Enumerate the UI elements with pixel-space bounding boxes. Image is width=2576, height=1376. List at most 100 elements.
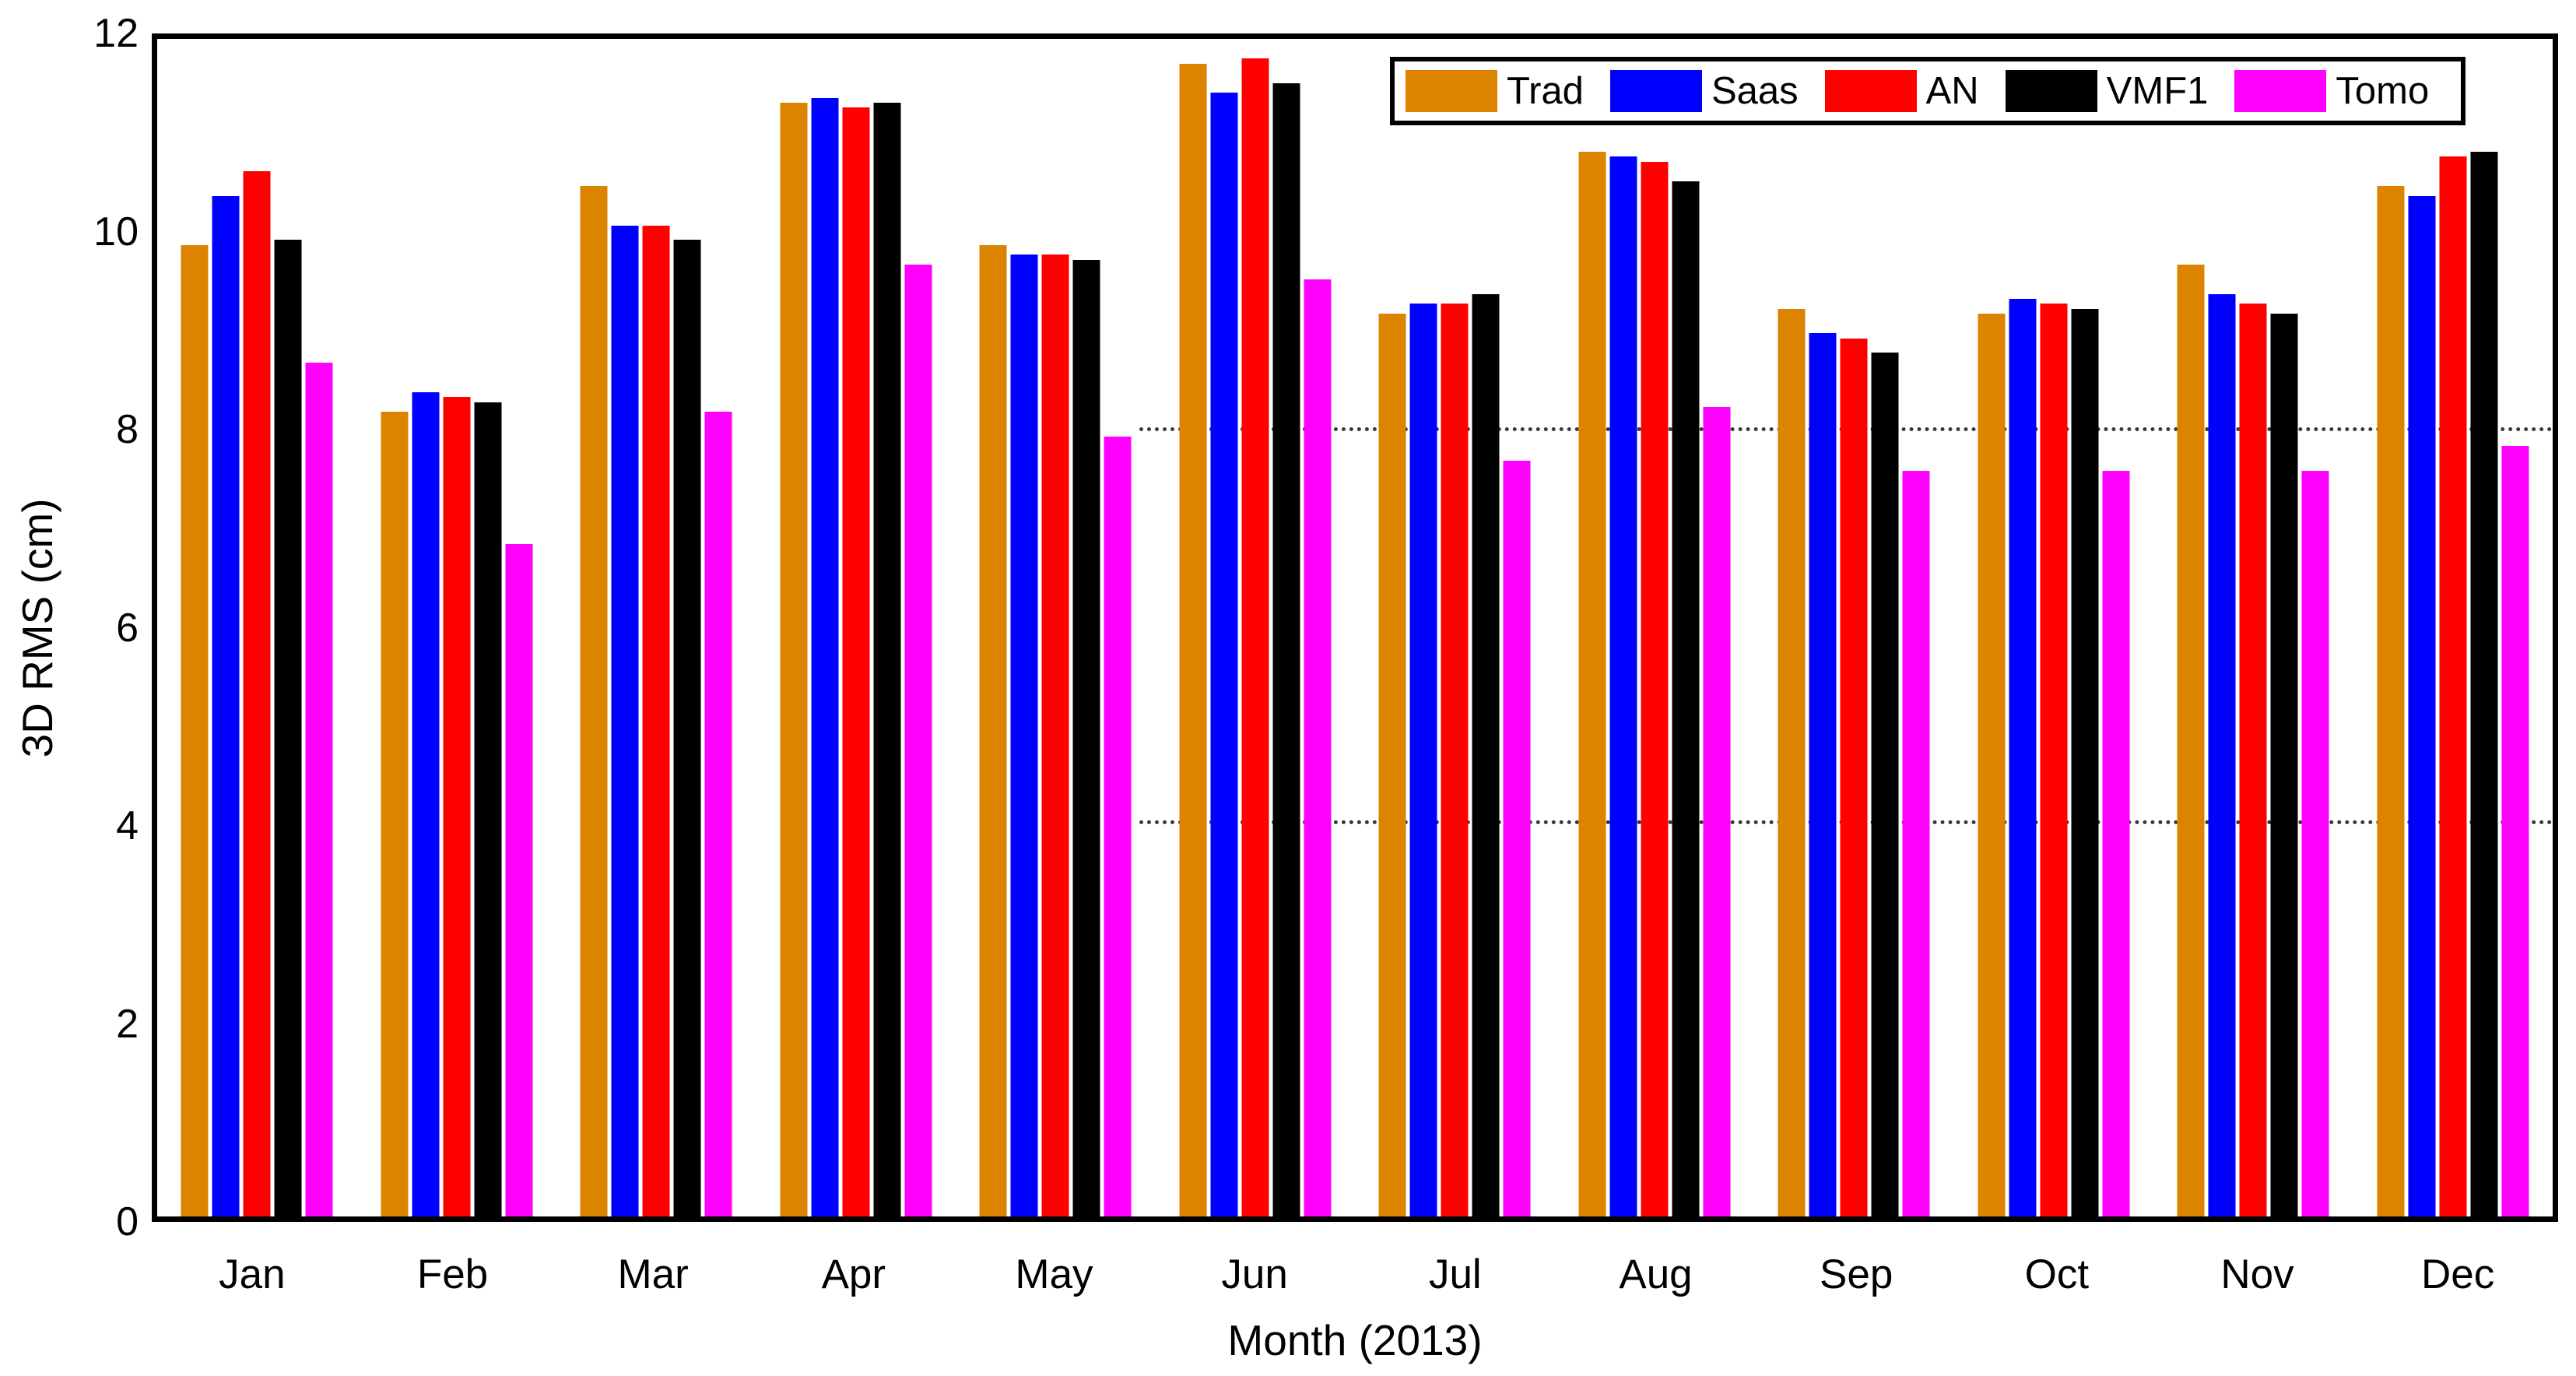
bar-trad-nov: [2177, 265, 2205, 1216]
legend-label-vmf1: VMF1: [2106, 70, 2209, 112]
legend-swatch-trad: [1406, 70, 1497, 112]
bar-group-jul: [1378, 39, 1531, 1216]
bar-tomo-jul: [1503, 461, 1531, 1216]
x-tick-label-may: May: [1015, 1251, 1093, 1297]
bar-saas-may: [1010, 254, 1038, 1216]
x-tick-label-jan: Jan: [219, 1251, 286, 1297]
legend-swatch-vmf1: [2005, 70, 2097, 112]
y-tick-label-0: 0: [116, 1199, 139, 1244]
bar-trad-feb: [381, 412, 409, 1216]
bar-trad-mar: [580, 186, 608, 1216]
bar-trad-dec: [2377, 186, 2405, 1216]
legend-swatch-tomo: [2234, 70, 2327, 112]
x-axis-label: Month (2013): [1227, 1316, 1483, 1364]
bar-vmf1-dec: [2470, 152, 2498, 1216]
bar-saas-aug: [1609, 156, 1637, 1216]
y-tick-label-12: 12: [93, 11, 139, 56]
bar-vmf1-nov: [2270, 314, 2298, 1216]
bar-trad-may: [979, 244, 1007, 1216]
bar-vmf1-mar: [673, 240, 701, 1216]
bar-an-may: [1041, 254, 1069, 1216]
y-tick-label-2: 2: [116, 1001, 139, 1047]
legend-item-an: AN: [1824, 70, 1979, 112]
bar-tomo-jun: [1304, 279, 1332, 1216]
x-tick-label-mar: Mar: [617, 1251, 689, 1297]
bar-an-feb: [443, 397, 471, 1216]
legend-swatch-an: [1824, 70, 1917, 112]
bar-tomo-apr: [904, 265, 932, 1216]
bar-vmf1-feb: [474, 402, 502, 1216]
bar-trad-jul: [1378, 314, 1406, 1216]
bar-group-may: [979, 39, 1132, 1216]
bar-an-apr: [842, 107, 870, 1216]
bar-vmf1-may: [1072, 259, 1100, 1216]
bar-group-aug: [1578, 39, 1731, 1216]
bar-saas-sep: [1809, 333, 1837, 1216]
bar-group-oct: [1978, 39, 2130, 1216]
legend-label-trad: Trad: [1507, 70, 1584, 112]
x-tick-label-jun: Jun: [1221, 1251, 1288, 1297]
bar-saas-jul: [1409, 304, 1437, 1216]
bar-vmf1-apr: [873, 102, 901, 1216]
legend-swatch-saas: [1609, 70, 1702, 112]
bar-an-jun: [1241, 58, 1269, 1216]
legend-label-saas: Saas: [1711, 70, 1799, 112]
bar-saas-mar: [611, 225, 639, 1216]
bar-group-apr: [780, 39, 932, 1216]
y-tick-label-8: 8: [116, 407, 139, 452]
bar-an-aug: [1641, 161, 1669, 1216]
bar-an-nov: [2239, 304, 2267, 1216]
bar-tomo-aug: [1703, 406, 1731, 1216]
bar-tomo-mar: [704, 412, 732, 1216]
bar-an-jan: [243, 171, 271, 1216]
bar-vmf1-jun: [1272, 82, 1300, 1216]
bar-vmf1-jan: [274, 240, 302, 1216]
bar-trad-aug: [1578, 152, 1606, 1216]
x-tick-label-apr: Apr: [821, 1251, 886, 1297]
bar-vmf1-oct: [2071, 308, 2099, 1216]
bar-vmf1-jul: [1472, 293, 1500, 1216]
bar-group-jan: [181, 39, 333, 1216]
y-tick-label-4: 4: [116, 803, 139, 848]
bar-trad-jan: [181, 244, 209, 1216]
legend-item-saas: Saas: [1609, 70, 1799, 112]
x-tick-label-jul: Jul: [1428, 1251, 1482, 1297]
bar-tomo-feb: [505, 544, 533, 1216]
bar-an-dec: [2439, 156, 2467, 1216]
bar-saas-jun: [1210, 93, 1238, 1216]
bar-saas-nov: [2208, 293, 2236, 1216]
legend-label-tomo: Tomo: [2336, 70, 2430, 112]
bar-saas-oct: [2009, 299, 2037, 1216]
legend: Trad Saas AN VMF1 Tomo: [1390, 57, 2465, 125]
bar-trad-oct: [1978, 314, 2006, 1216]
bar-saas-feb: [412, 391, 440, 1216]
y-tick-label-6: 6: [116, 605, 139, 651]
legend-item-tomo: Tomo: [2234, 70, 2429, 112]
bar-trad-jun: [1179, 63, 1207, 1216]
plot-area: [152, 33, 2558, 1222]
bar-an-jul: [1441, 304, 1469, 1216]
bar-tomo-dec: [2501, 446, 2529, 1216]
y-tick-label-10: 10: [93, 209, 139, 254]
bar-an-sep: [1840, 338, 1868, 1216]
legend-item-trad: Trad: [1406, 70, 1584, 112]
bar-group-sep: [1778, 39, 1930, 1216]
legend-label-an: AN: [1925, 70, 1979, 112]
bar-group-dec: [2377, 39, 2529, 1216]
x-tick-label-nov: Nov: [2220, 1251, 2294, 1297]
bar-group-feb: [381, 39, 533, 1216]
bar-saas-apr: [811, 97, 839, 1216]
legend-item-vmf1: VMF1: [2005, 70, 2209, 112]
bar-trad-apr: [780, 102, 808, 1216]
bar-tomo-nov: [2301, 470, 2329, 1216]
bar-an-oct: [2040, 304, 2068, 1216]
bar-group-jun: [1179, 39, 1332, 1216]
bar-group-mar: [580, 39, 732, 1216]
bar-vmf1-sep: [1871, 353, 1899, 1216]
bar-saas-jan: [212, 195, 240, 1216]
bar-an-mar: [642, 225, 670, 1216]
x-tick-label-sep: Sep: [1820, 1251, 1893, 1297]
bar-group-nov: [2177, 39, 2329, 1216]
bar-tomo-oct: [2102, 470, 2130, 1216]
